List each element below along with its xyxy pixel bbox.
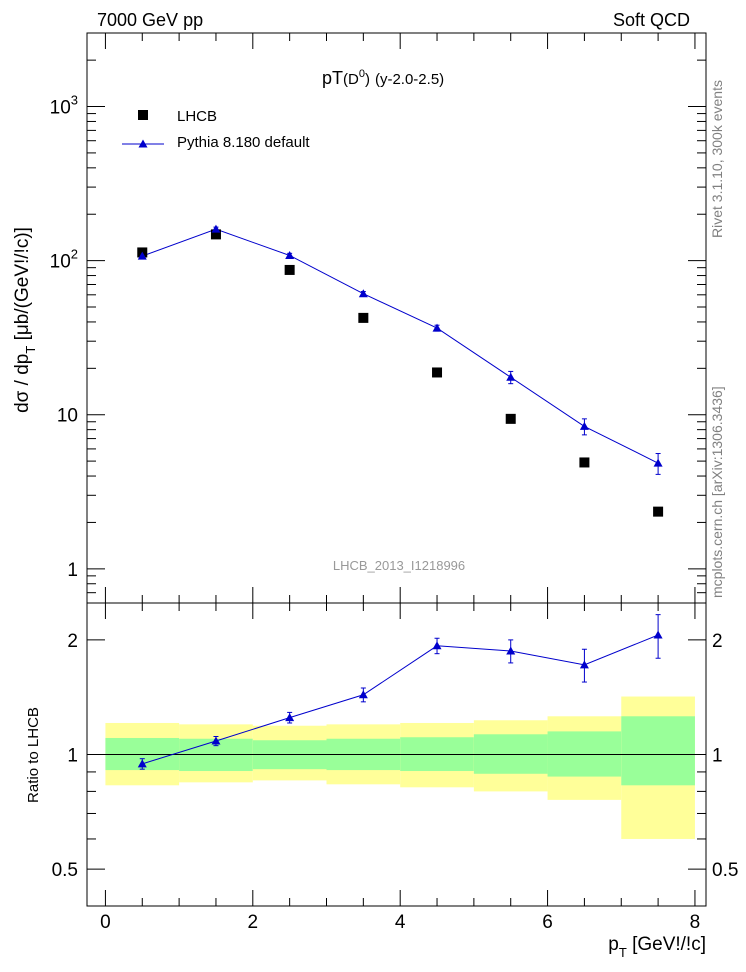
legend: LHCB Pythia 8.180 default xyxy=(122,108,310,151)
title-rest: (y-2.0-2.5) xyxy=(375,71,444,88)
x-tick-label: 6 xyxy=(542,912,553,933)
main-y-tick-label: 102 xyxy=(50,247,78,273)
x-tick-label: 2 xyxy=(248,912,259,933)
ratio-data-point xyxy=(506,646,516,655)
main-y-tick-label: 103 xyxy=(50,93,78,119)
x-tick-label: 8 xyxy=(690,912,701,933)
pythia-data-point xyxy=(506,372,516,381)
tick-base: 1 xyxy=(67,560,78,581)
pythia-data-point xyxy=(358,289,368,298)
pythia-line xyxy=(142,228,659,464)
lhcb-data-point xyxy=(358,312,369,323)
ratio-inner-band xyxy=(621,716,695,786)
analysis-watermark: LHCB_2013_I1218996 xyxy=(333,558,465,573)
lhcb-data-point xyxy=(432,367,443,378)
x-tick-label: 4 xyxy=(395,912,406,933)
xlabel-sub: T xyxy=(619,945,627,960)
ratio-data-point xyxy=(579,660,589,669)
x-axis-label: pT [GeV!/!c] xyxy=(608,934,706,960)
energy-label: 7000 GeV pp xyxy=(97,10,203,30)
legend-label-pythia: Pythia 8.180 default xyxy=(177,134,310,151)
xlabel-main: p xyxy=(608,934,619,955)
ratio-axis-ticks xyxy=(87,603,706,907)
ratio-data-point xyxy=(211,736,221,745)
main-y-tick-label: 10 xyxy=(57,406,78,427)
main-y-tick-label: 1 xyxy=(67,560,78,581)
lhcb-data-point xyxy=(579,457,590,468)
title-superscript: 0 xyxy=(359,68,365,80)
lhcb-data-point xyxy=(284,264,295,275)
title-main: pT xyxy=(322,68,343,88)
title-paren: (D xyxy=(343,71,359,88)
tick-exponent: 3 xyxy=(71,93,78,108)
pythia-data-point xyxy=(432,323,442,332)
legend-marker-pythia xyxy=(138,139,148,148)
ratio-uncertainty-bands xyxy=(87,696,706,839)
ratio-y-tick-label-left: 1 xyxy=(67,746,78,767)
legend-marker-lhcb xyxy=(138,110,148,120)
tick-base: 10 xyxy=(50,98,71,119)
plot-title: pT(D0) (y-2.0-2.5) xyxy=(322,68,444,88)
ylabel-sub: T xyxy=(23,346,38,354)
ratio-data-point xyxy=(653,630,663,639)
lhcb-data-point xyxy=(210,229,221,240)
tick-base: 10 xyxy=(50,252,71,273)
main-axis-ticks xyxy=(87,32,706,604)
ratio-y-tick-label-left: 2 xyxy=(67,631,78,652)
x-tick-labels: 0 2 4 6 8 xyxy=(100,912,700,933)
pythia-data-point xyxy=(579,421,589,430)
ratio-y-tick-label-right: 2 xyxy=(712,631,723,652)
ratio-data-point xyxy=(137,759,147,768)
main-data-layer xyxy=(137,224,664,517)
tick-exponent: 2 xyxy=(71,247,78,262)
ratio-y-axis-label: Ratio to LHCB xyxy=(25,707,42,803)
ratio-data-point xyxy=(432,641,442,650)
title-close: ) xyxy=(365,71,370,88)
ratio-tick-labels: 0.5 0.5 1 1 2 2 xyxy=(52,631,739,881)
ratio-line xyxy=(142,634,659,765)
tick-base: 10 xyxy=(57,406,78,427)
lhcb-data-point xyxy=(653,506,664,517)
ratio-y-tick-label-right: 0.5 xyxy=(712,860,738,881)
ratio-data-point xyxy=(358,690,368,699)
pythia-data-point xyxy=(285,250,295,259)
ratio-inner-band xyxy=(547,731,622,777)
xlabel-rest: [GeV!/!c] xyxy=(627,934,706,955)
ratio-y-tick-label-left: 0.5 xyxy=(52,860,78,881)
rivet-label: Rivet 3.1.10, 300k events xyxy=(709,80,725,238)
pythia-data-point xyxy=(653,458,663,467)
pythia-data-point xyxy=(137,251,147,260)
x-tick-label: 0 xyxy=(100,912,111,933)
ratio-panel: 0.5 0.5 1 1 2 2 Ratio to LHCB 0 2 4 6 8 pT [GeV!/… xyxy=(25,602,739,960)
lhcb-data-point xyxy=(505,413,516,424)
process-label: Soft QCD xyxy=(613,10,690,30)
ylabel-rest: [μb/(GeV!/!c)] xyxy=(12,227,33,346)
ratio-y-tick-label-right: 1 xyxy=(712,746,723,767)
main-y-axis-label: dσ / dpT [μb/(GeV!/!c)] xyxy=(12,227,38,413)
pythia-data-point xyxy=(211,224,221,233)
ratio-data-layer xyxy=(137,614,663,770)
ratio-data-point xyxy=(285,713,295,722)
legend-label-lhcb: LHCB xyxy=(177,108,217,125)
mcplots-label: mcplots.cern.ch [arXiv:1306.3436] xyxy=(709,386,725,598)
ylabel-main: dσ / dp xyxy=(12,354,33,413)
